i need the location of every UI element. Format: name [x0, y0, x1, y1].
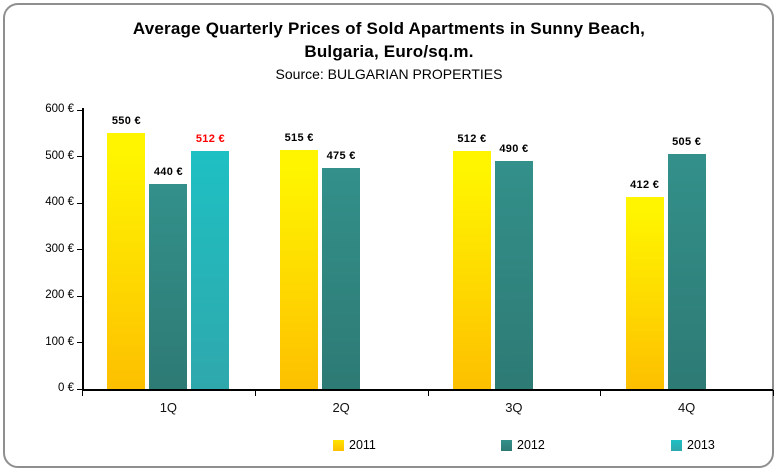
y-axis-tick: [77, 342, 82, 343]
x-axis-tick: [773, 390, 774, 396]
bar-value-label-2011-4Q: 412 €: [630, 179, 660, 192]
x-axis-line: [82, 389, 773, 391]
legend-swatch-2012: [501, 439, 512, 451]
y-axis-tick: [77, 295, 82, 297]
x-tick-label: 1Q: [159, 400, 178, 415]
bar-value-label-2012-2Q: 475 €: [326, 150, 356, 163]
legend-item-2011: 2011: [333, 438, 376, 452]
bar-value-label-2011-2Q: 515 €: [284, 131, 314, 144]
y-axis-line: [82, 108, 84, 390]
legend-label-2012: 2012: [517, 438, 545, 452]
x-axis-tick: [427, 390, 429, 396]
bar-value-label-2011-1Q: 550 €: [111, 115, 141, 128]
x-tick-label: 2Q: [332, 400, 350, 415]
bar-value-label-2012-1Q: 440 €: [153, 166, 183, 179]
y-axis-tick: [77, 156, 82, 157]
y-axis-tick: [77, 249, 82, 250]
y-tick-label: 500 €: [45, 149, 74, 162]
chart-source: Source: BULGARIAN PROPERTIES: [275, 66, 503, 82]
bar-value-label-2012-4Q: 505 €: [672, 136, 702, 149]
chart-title-line1: Average Quarterly Prices of Sold Apartme…: [132, 19, 646, 38]
bar-2013-1Q: [191, 150, 230, 389]
title-block: Average Quarterly Prices of Sold Apartme…: [0, 17, 778, 85]
bar-2012-4Q: [667, 154, 706, 389]
y-tick-label: 400 €: [45, 196, 74, 208]
x-tick-label: 3Q: [505, 400, 523, 415]
y-axis-tick: [77, 109, 82, 111]
bar-2011-1Q: [107, 133, 146, 389]
bar-value-label-2013-1Q: 512 €: [195, 132, 225, 145]
y-tick-label: 600 €: [45, 103, 74, 115]
bar-value-label-2012-3Q: 490 €: [499, 143, 529, 156]
x-axis-tick: [600, 390, 602, 396]
x-tick-label: 4Q: [677, 400, 696, 415]
y-axis-tick: [77, 388, 82, 390]
y-axis-tick: [77, 202, 82, 204]
legend-item-2012: 2012: [501, 438, 545, 452]
bar-2012-2Q: [322, 168, 361, 389]
y-tick-label: 0 €: [58, 382, 74, 394]
bar-2011-3Q: [452, 150, 491, 389]
y-tick-label: 200 €: [45, 289, 74, 301]
y-tick-label: 300 €: [45, 242, 74, 255]
bar-2012-1Q: [149, 184, 188, 389]
legend-label-2013: 2013: [687, 438, 715, 452]
chart-title-line2: Bulgaria, Euro/sq.m.: [304, 42, 474, 61]
x-axis-tick: [82, 390, 83, 396]
bar-2011-4Q: [625, 197, 664, 389]
legend-label-2011: 2011: [349, 438, 376, 452]
legend-swatch-2013: [671, 439, 682, 451]
bar-2011-2Q: [280, 149, 319, 389]
legend-swatch-2011: [333, 439, 344, 451]
x-axis-tick: [254, 390, 256, 396]
bar-2012-3Q: [494, 161, 533, 389]
y-tick-label: 100 €: [45, 335, 74, 348]
legend-item-2013: 2013: [671, 438, 715, 452]
bar-value-label-2011-3Q: 512 €: [457, 132, 487, 145]
